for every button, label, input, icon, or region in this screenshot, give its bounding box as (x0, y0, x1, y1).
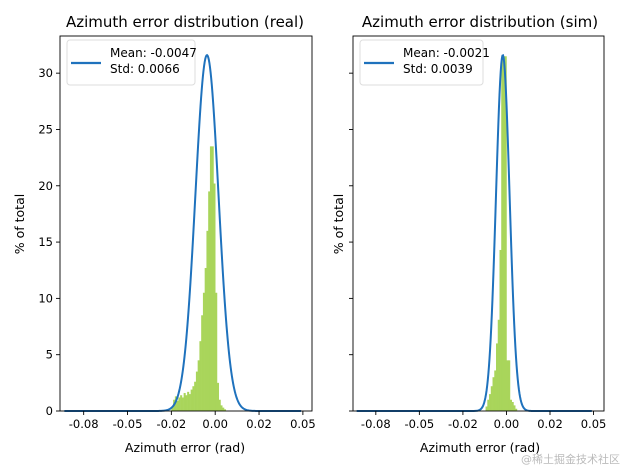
histogram-bar (181, 397, 184, 411)
histogram-bar (178, 397, 181, 411)
histogram-bar (201, 315, 204, 411)
x-tick-label: 0.02 (537, 417, 563, 431)
histogram-bar (496, 343, 499, 411)
x-tick-label: 0.05 (290, 417, 316, 431)
histogram-bar (504, 56, 507, 412)
subplot-real: -0.08 -0.05 -0.02 0.00 0.02 0.05051015202530 … (12, 13, 316, 455)
x-tick-label: 0.00 (494, 417, 520, 431)
y-tick-label: 30 (38, 66, 53, 80)
histogram-bar (506, 360, 509, 411)
histogram-bar (220, 405, 223, 411)
histogram-bar (188, 394, 191, 411)
histogram-bar (190, 389, 193, 411)
gaussian-fit-line (64, 53, 302, 412)
y-tick-label: 10 (38, 291, 53, 305)
legend-box (66, 39, 196, 86)
x-tick-label: -0.05 (404, 417, 434, 431)
histogram-bar (206, 230, 209, 411)
histogram-bar (490, 386, 493, 411)
histogram-bar (187, 391, 190, 411)
histogram-bar (213, 183, 216, 411)
y-tick-label: 5 (46, 348, 53, 362)
ylabel-real: % of total (12, 194, 27, 254)
y-tick-label: 0 (46, 404, 53, 418)
histogram-bar (499, 249, 502, 411)
histogram-bar (502, 56, 506, 412)
histogram-bar (511, 401, 514, 411)
histogram-bar (204, 267, 207, 411)
title-real: Azimuth error distribution (real) (66, 13, 304, 31)
histogram-bar (513, 405, 516, 411)
histogram-bar (180, 395, 183, 411)
histogram-bar (176, 400, 179, 411)
histogram-bar (183, 392, 186, 411)
x-tick-label: 0.05 (581, 417, 607, 431)
title-sim: Azimuth error distribution (sim) (362, 13, 598, 31)
histogram-bar (494, 370, 497, 411)
histogram-bar (197, 360, 200, 411)
x-tick-label: -0.02 (448, 417, 478, 431)
histogram-bar (218, 399, 221, 411)
histogram-bar (216, 382, 220, 411)
x-tick-label: 0.02 (246, 417, 272, 431)
histogram-bar (192, 386, 195, 411)
histogram-bar (222, 407, 225, 411)
histogram-bar (508, 360, 511, 411)
legend-mean-sim: Mean: -0.0021 (403, 46, 490, 60)
histogram-bar (171, 407, 174, 411)
histogram-bar (211, 146, 214, 412)
histogram-bar (223, 409, 227, 411)
histogram-bar (174, 396, 177, 411)
y-tick-label: 15 (38, 235, 53, 249)
watermark: @稀土掘金技术社区 (521, 452, 620, 466)
histogram-bar (509, 399, 512, 411)
xlabel-sim: Azimuth error (rad) (420, 440, 540, 455)
legend-std-real: Std: 0.0066 (110, 62, 180, 76)
ylabel-sim: % of total (331, 194, 346, 254)
histogram-bar (194, 381, 197, 411)
histogram-bar (209, 146, 212, 412)
axes-frame (352, 35, 605, 412)
x-tick-label: -0.02 (156, 417, 186, 431)
histogram-bar (202, 292, 205, 411)
axes-frame (59, 35, 313, 412)
histogram-bar (489, 394, 492, 411)
legend-box (359, 39, 484, 86)
xlabel-real: Azimuth error (rad) (125, 440, 245, 455)
histogram-bar (492, 377, 495, 411)
histogram-bar (215, 292, 218, 411)
histogram-bar (497, 319, 500, 411)
legend-std-sim: Std: 0.0039 (403, 62, 473, 76)
subplot-sim: -0.08 -0.05 -0.02 0.00 0.02 0.05 Azimuth erro… (331, 13, 606, 455)
x-tick-label: -0.05 (113, 417, 143, 431)
histogram-bar (199, 341, 202, 411)
x-tick-label: -0.08 (361, 417, 391, 431)
y-tick-label: 25 (38, 122, 53, 136)
histogram-bar (485, 406, 488, 411)
histogram-bar (501, 56, 504, 412)
legend-mean-real: Mean: -0.0047 (110, 46, 197, 60)
histogram-bar (487, 399, 490, 411)
x-tick-label: -0.08 (69, 417, 99, 431)
histogram-bar (195, 371, 198, 411)
histogram-bar (185, 395, 188, 411)
gaussian-fit-line (356, 54, 592, 412)
y-tick-label: 20 (38, 179, 53, 193)
histogram-bar (208, 191, 211, 411)
histogram-bar (515, 408, 518, 411)
x-tick-label: 0.00 (202, 417, 228, 431)
